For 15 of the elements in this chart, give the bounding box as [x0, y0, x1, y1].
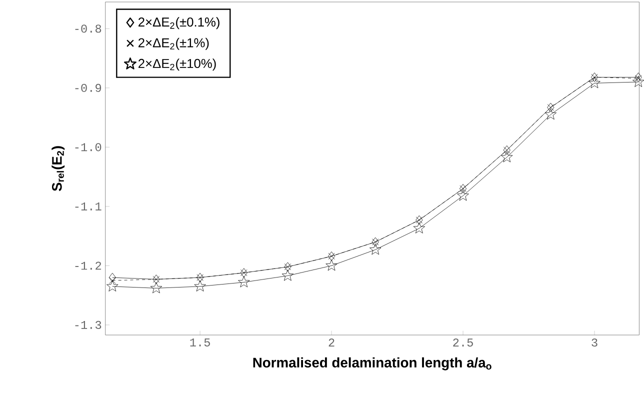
legend-label: 2×ΔE$_{2}$(±0.1%): [138, 17, 220, 30]
x-tick-label: 2: [328, 338, 334, 347]
legend-label: 2×ΔE$_{2}$(±1%): [138, 38, 209, 50]
y-tick-label: -1.0: [75, 143, 102, 152]
y-axis-title: S$_{rel}$(E$_{2}$): [52, 146, 65, 192]
x-tick-label: 1.5: [190, 338, 210, 347]
x-axis-title: Normalised delamination length a/a$_{o}$: [253, 358, 492, 371]
y-tick-label: -1.3: [75, 321, 102, 330]
x-tick-label: 2.5: [453, 338, 473, 347]
y-tick-label: -0.9: [75, 84, 102, 92]
x-tick-label: 3: [592, 338, 598, 347]
y-tick-label: -1.1: [75, 202, 102, 211]
y-tick-label: -0.8: [75, 24, 102, 33]
legend-label: 2×ΔE$_{2}$(±10%): [138, 58, 216, 71]
y-tick-label: -1.2: [75, 262, 102, 270]
